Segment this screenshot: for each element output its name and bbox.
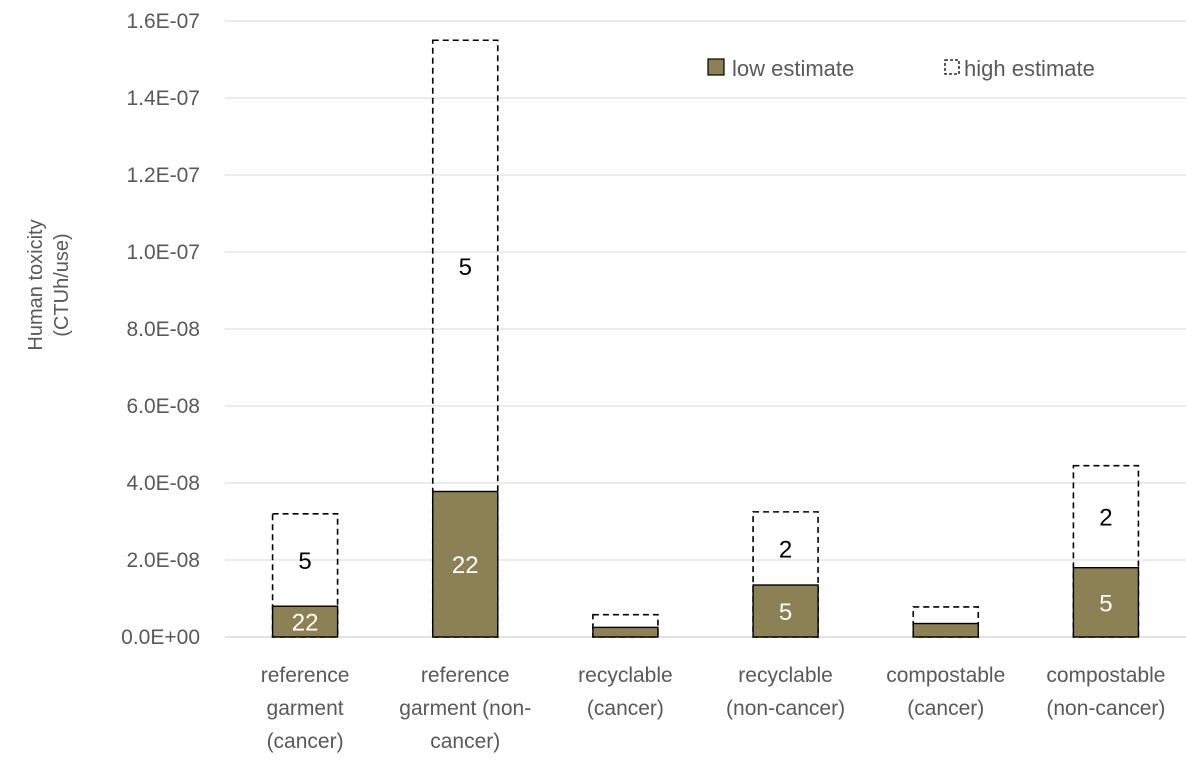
legend-label-low: low estimate bbox=[732, 56, 854, 81]
x-category-label: reference bbox=[261, 664, 350, 687]
legend-swatch-low bbox=[707, 58, 725, 76]
data-label-high: 2 bbox=[779, 536, 792, 563]
data-label-low: 22 bbox=[452, 552, 479, 579]
bar-high-estimate bbox=[592, 613, 659, 638]
y-tick-label: 4.0E-08 bbox=[126, 472, 200, 495]
legend-swatch-high bbox=[944, 59, 960, 75]
data-label-low: 5 bbox=[779, 599, 792, 626]
bar-low-estimate bbox=[271, 605, 339, 638]
data-label-high: 2 bbox=[1099, 505, 1112, 532]
data-label-low: 22 bbox=[292, 610, 319, 637]
x-category-label: recyclable bbox=[578, 664, 673, 687]
x-category-label: recyclable bbox=[738, 664, 833, 687]
y-axis-label-line: (CTUh/use) bbox=[51, 233, 73, 336]
legend-label-high: high estimate bbox=[964, 56, 1095, 81]
y-tick-label: 6.0E-08 bbox=[126, 395, 200, 418]
bar-low-estimate bbox=[1072, 567, 1140, 638]
data-label-high: 5 bbox=[459, 254, 472, 281]
x-category-label: reference bbox=[421, 664, 510, 687]
x-category-label: (cancer) bbox=[587, 697, 664, 720]
y-tick-label: 1.4E-07 bbox=[126, 87, 200, 110]
data-label-high: 5 bbox=[298, 548, 311, 575]
y-tick-label: 0.0E+00 bbox=[121, 626, 200, 649]
x-category-label: garment (non- bbox=[399, 697, 531, 720]
y-tick-labels: 0.0E+00 2.0E-08 4.0E-08 6.0E-08 8.0E-08 1.0E-… bbox=[121, 10, 200, 649]
y-tick-label: 2.0E-08 bbox=[126, 549, 200, 572]
x-category-label: (non-cancer) bbox=[1046, 697, 1165, 720]
legend: low estimate high estimate bbox=[707, 56, 1095, 81]
y-tick-label: 1.0E-07 bbox=[126, 241, 200, 264]
bar-high-estimate bbox=[1072, 464, 1140, 638]
gridlines bbox=[225, 20, 1186, 638]
bar-low-estimate bbox=[752, 584, 819, 638]
bar-high-estimate bbox=[912, 606, 980, 638]
x-category-label: compostable bbox=[1046, 664, 1165, 687]
x-category-label: cancer) bbox=[430, 730, 500, 753]
y-tick-label: 1.2E-07 bbox=[126, 164, 200, 187]
bars: 22 5 22 5 5 2 5 2 bbox=[271, 39, 1140, 638]
y-axis-label: Human toxicity (CTUh/use) bbox=[25, 219, 73, 350]
bar-low-estimate bbox=[592, 626, 659, 638]
y-tick-label: 1.6E-07 bbox=[126, 10, 200, 33]
x-category-label: (non-cancer) bbox=[726, 697, 845, 720]
x-category-label: compostable bbox=[886, 664, 1005, 687]
x-category-label: (cancer) bbox=[267, 730, 344, 753]
bar-low-estimate bbox=[912, 622, 979, 638]
y-axis-label-line: Human toxicity bbox=[25, 219, 47, 350]
x-category-label: garment bbox=[267, 697, 344, 720]
y-tick-label: 8.0E-08 bbox=[126, 318, 200, 341]
x-category-label: (cancer) bbox=[907, 697, 984, 720]
data-label-low: 5 bbox=[1099, 590, 1112, 617]
x-category-labels: reference garment (cancer) reference garment… bbox=[261, 664, 1166, 753]
bar-low-estimate bbox=[432, 490, 499, 638]
